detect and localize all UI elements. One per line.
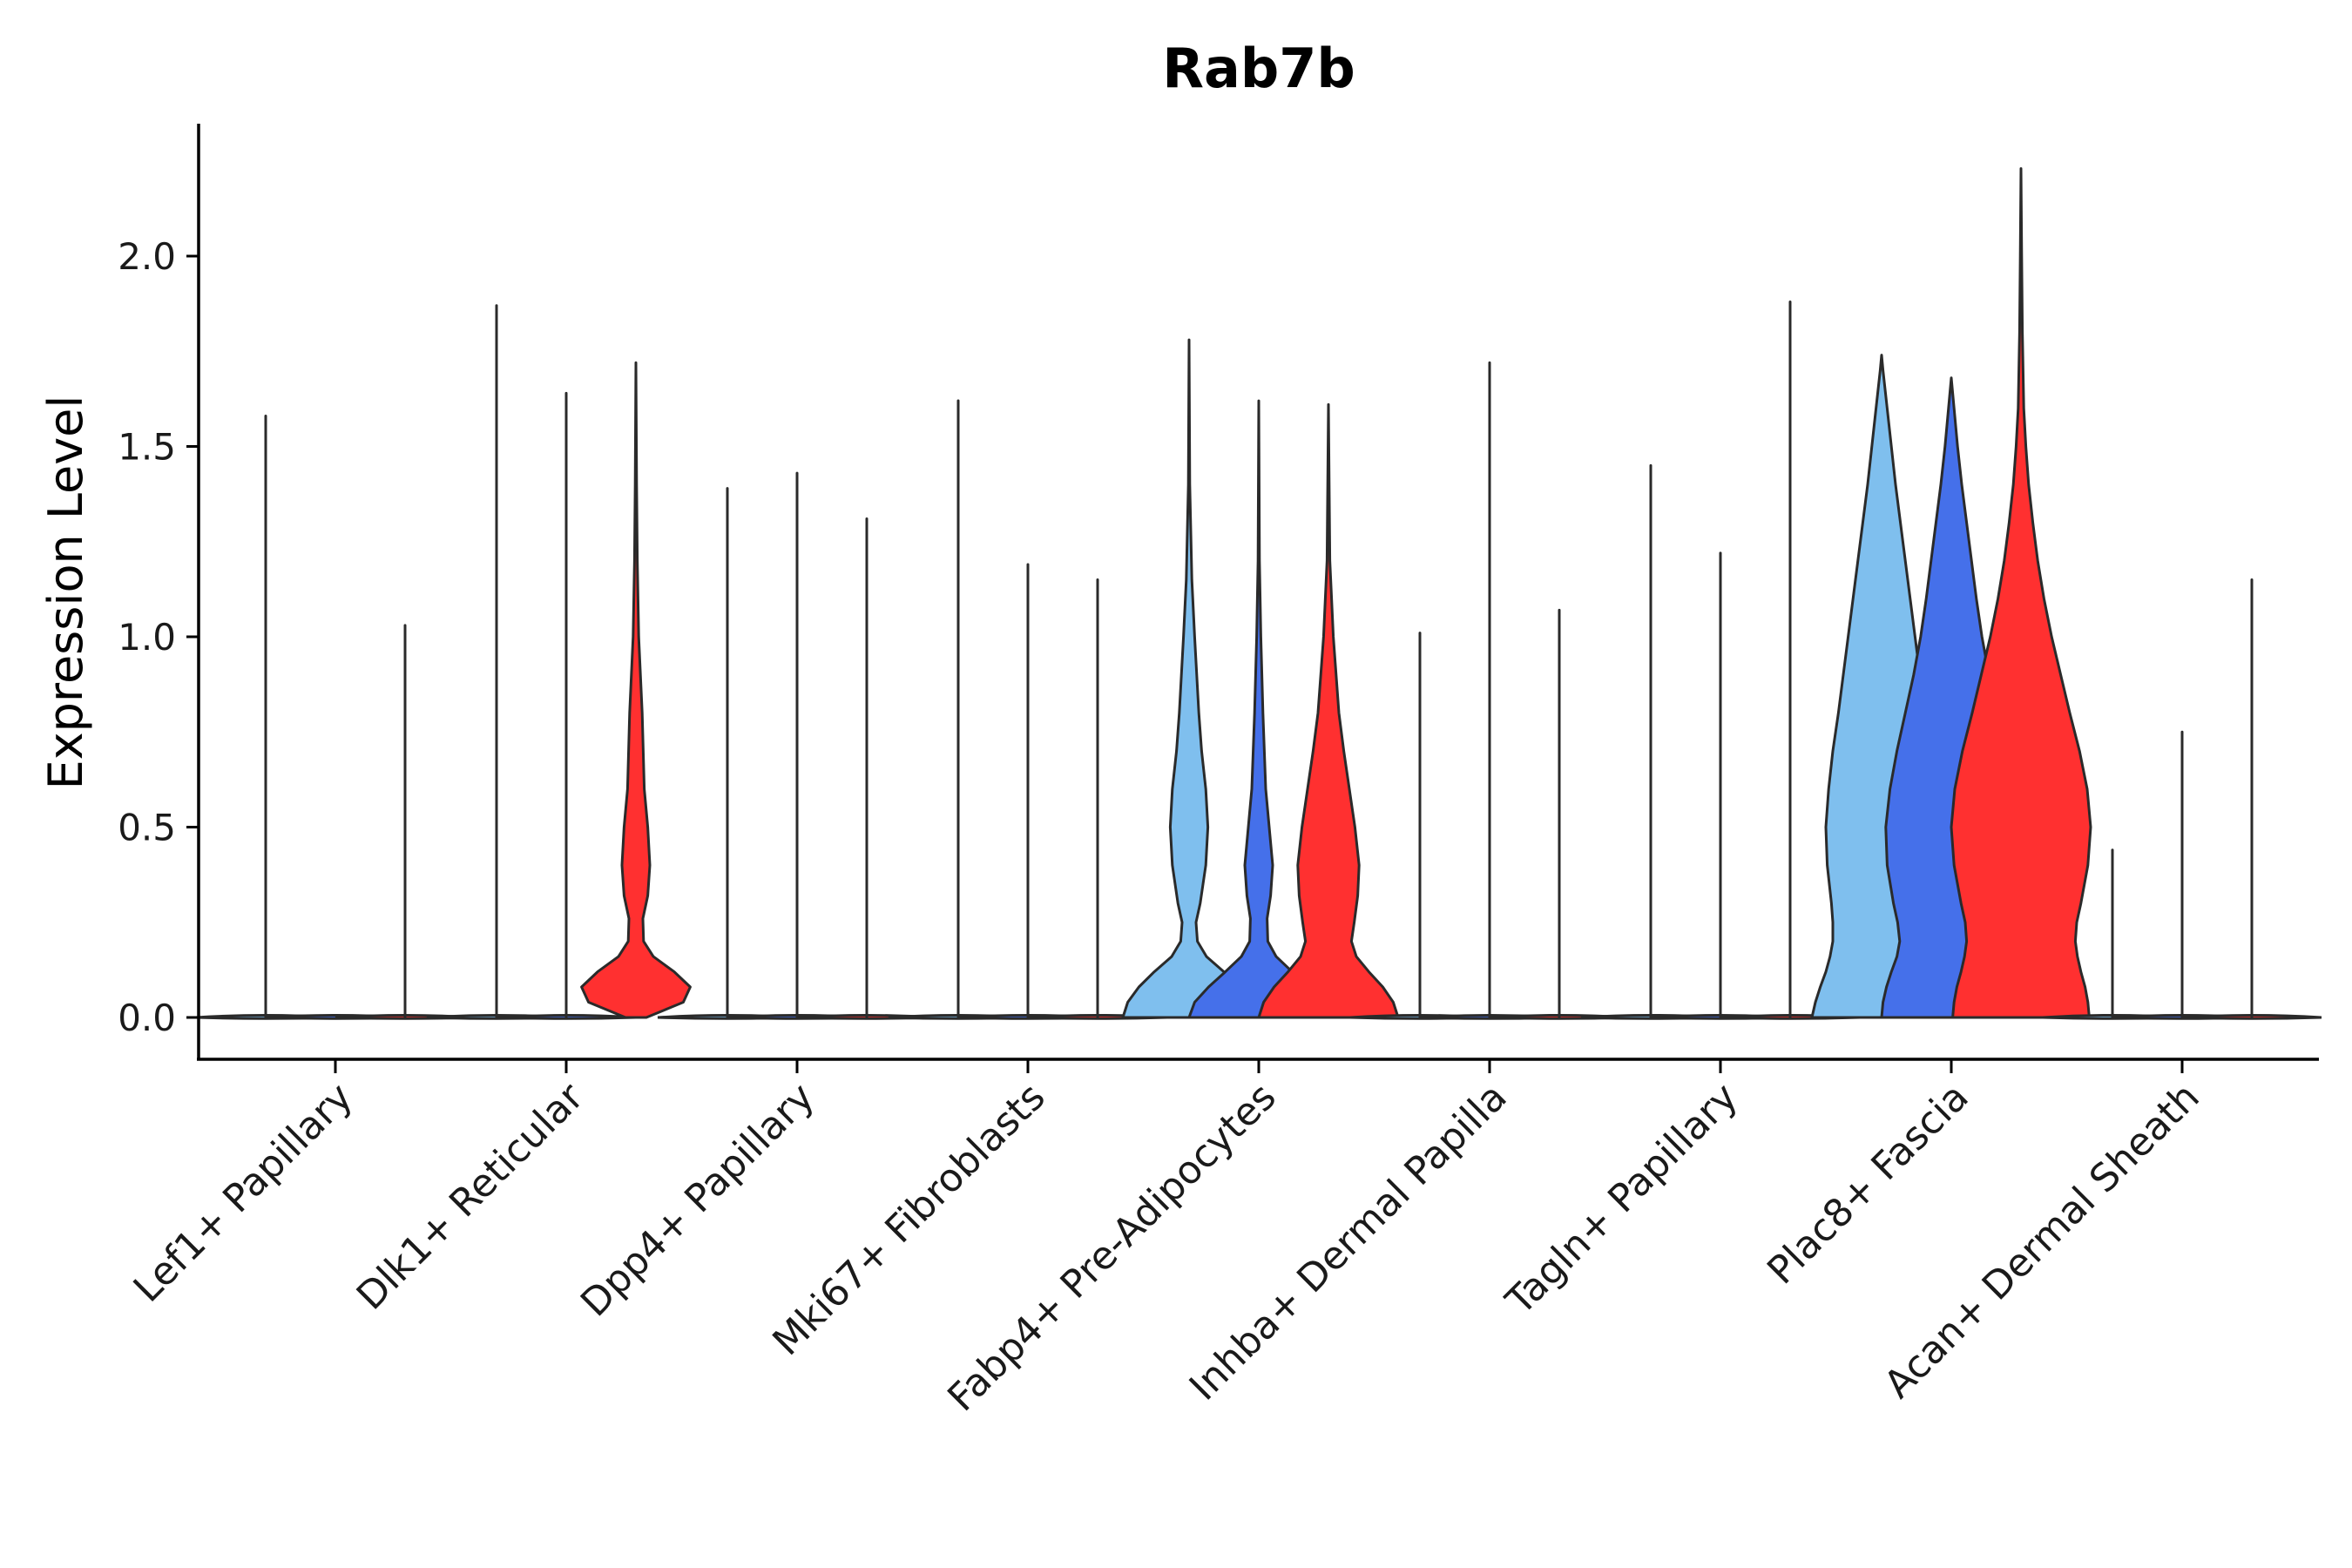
violin bbox=[1187, 399, 1330, 1019]
chart-title: Rab7b bbox=[1162, 37, 1355, 100]
violin bbox=[727, 471, 868, 1020]
violin bbox=[1489, 608, 1630, 1020]
x-tick-label: Tagln+ Papillary bbox=[1497, 1075, 1747, 1324]
violin bbox=[1349, 632, 1490, 1020]
violin-group bbox=[195, 167, 2322, 1020]
violin bbox=[2181, 578, 2322, 1020]
y-axis-label: Expression Level bbox=[38, 395, 93, 790]
y-tick-label: 1.0 bbox=[118, 616, 176, 659]
violin bbox=[1121, 338, 1257, 1019]
y-tick-label: 1.5 bbox=[118, 426, 176, 469]
violin bbox=[1950, 167, 2092, 1019]
violin bbox=[335, 624, 476, 1020]
violin bbox=[957, 563, 1098, 1020]
y-tick-label: 0.0 bbox=[118, 997, 176, 1039]
violin bbox=[1419, 361, 1560, 1020]
violin bbox=[888, 399, 1029, 1020]
x-tick-label: Lef1+ Papillary bbox=[125, 1075, 362, 1311]
violin bbox=[1257, 402, 1400, 1019]
y-ticks: 0.0 0.5 1.0 1.5 2.0 bbox=[118, 235, 199, 1039]
violin bbox=[195, 415, 336, 1020]
violin bbox=[1027, 578, 1168, 1020]
x-tick-label: Dpp4+ Papillary bbox=[572, 1075, 823, 1326]
violin bbox=[657, 487, 798, 1020]
y-tick-label: 2.0 bbox=[118, 235, 176, 278]
x-tick-label: Dlk1+ Reticular bbox=[348, 1074, 593, 1319]
violin bbox=[426, 304, 567, 1020]
violin bbox=[496, 391, 637, 1020]
violin bbox=[2112, 730, 2253, 1020]
violin bbox=[1650, 551, 1791, 1020]
violin bbox=[580, 361, 692, 1019]
x-tick-label: Plac8+ Fascia bbox=[1759, 1075, 1977, 1294]
y-tick-label: 0.5 bbox=[118, 807, 176, 849]
violin bbox=[1580, 463, 1721, 1020]
violin bbox=[796, 517, 937, 1020]
